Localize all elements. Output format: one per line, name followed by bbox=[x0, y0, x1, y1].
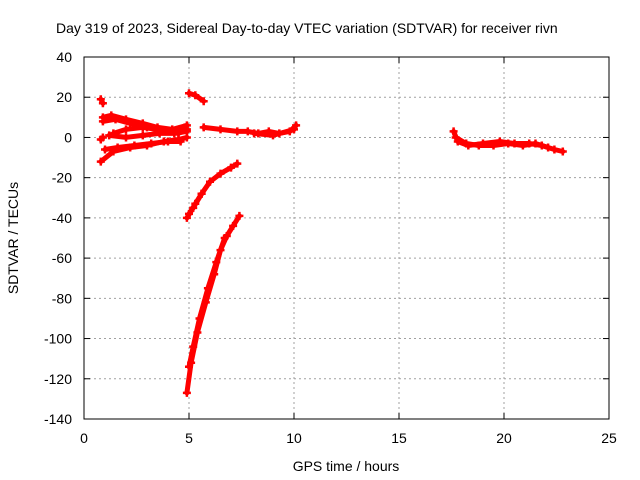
plot-frame bbox=[83, 56, 610, 420]
data-point bbox=[113, 143, 122, 152]
data-point bbox=[126, 119, 135, 128]
x-tick-label: 20 bbox=[496, 430, 512, 446]
y-tick-label: -100 bbox=[44, 331, 72, 347]
x-tick-label: 15 bbox=[391, 430, 407, 446]
data-point bbox=[191, 91, 200, 100]
data-point bbox=[147, 139, 156, 148]
y-tick-label: -80 bbox=[52, 290, 72, 306]
data-series bbox=[96, 89, 567, 397]
y-tick-label: -60 bbox=[52, 250, 72, 266]
data-point bbox=[176, 137, 185, 146]
y-tick-label: 40 bbox=[56, 49, 72, 65]
series-14 bbox=[182, 211, 244, 397]
y-tick-label: -120 bbox=[44, 371, 72, 387]
x-tick-label: 0 bbox=[80, 430, 88, 446]
data-point bbox=[544, 143, 553, 152]
series-1 bbox=[96, 95, 107, 108]
grid-lines bbox=[84, 57, 609, 419]
y-tick-label: -40 bbox=[52, 210, 72, 226]
data-point bbox=[229, 221, 238, 230]
data-point bbox=[220, 234, 229, 242]
data-point bbox=[203, 284, 212, 293]
series-8 bbox=[101, 137, 185, 154]
series-17 bbox=[451, 133, 553, 152]
axis-ticks bbox=[83, 56, 610, 420]
data-point bbox=[462, 139, 471, 148]
chart-title: Day 319 of 2023, Sidereal Day-to-day VTE… bbox=[56, 20, 558, 36]
data-point bbox=[206, 177, 214, 186]
data-point bbox=[531, 139, 540, 148]
data-point bbox=[474, 141, 483, 150]
data-point bbox=[111, 115, 120, 124]
data-point bbox=[185, 209, 193, 218]
data-point bbox=[182, 388, 191, 397]
y-tick-labels: -140 -120 -100 -80 -60 -40 -20 0 20 40 bbox=[44, 49, 72, 427]
data-point bbox=[451, 133, 460, 142]
data-point bbox=[197, 189, 206, 198]
data-point bbox=[558, 147, 567, 156]
data-point bbox=[235, 211, 244, 220]
data-point bbox=[101, 145, 109, 154]
data-point bbox=[243, 127, 252, 136]
data-point bbox=[518, 141, 527, 150]
series-11 bbox=[250, 125, 298, 140]
data-point bbox=[216, 169, 225, 178]
y-axis-title: SDTVAR / TECUs bbox=[5, 182, 21, 294]
data-point bbox=[98, 117, 107, 126]
data-point bbox=[98, 133, 107, 142]
data-point bbox=[250, 129, 259, 138]
series-13 bbox=[185, 189, 206, 218]
data-point bbox=[216, 125, 225, 134]
data-point bbox=[227, 163, 235, 172]
data-point bbox=[170, 129, 179, 138]
series-15 bbox=[185, 234, 229, 371]
data-point bbox=[195, 314, 204, 323]
x-tick-labels: 0 5 10 15 20 25 bbox=[80, 430, 617, 446]
data-point bbox=[233, 159, 242, 168]
data-point bbox=[233, 127, 242, 136]
data-point bbox=[105, 131, 114, 140]
series-line bbox=[184, 213, 242, 396]
data-point bbox=[130, 141, 139, 150]
y-tick-label: -20 bbox=[52, 170, 72, 186]
y-tick-label: 0 bbox=[64, 129, 72, 145]
data-point bbox=[122, 125, 130, 134]
data-point bbox=[449, 127, 458, 136]
data-point bbox=[98, 99, 107, 108]
data-point bbox=[185, 362, 193, 371]
x-tick-label: 5 bbox=[185, 430, 193, 446]
data-point bbox=[164, 137, 172, 146]
data-point bbox=[550, 145, 559, 154]
data-point bbox=[191, 199, 200, 208]
data-point bbox=[138, 123, 147, 132]
data-point bbox=[199, 123, 208, 132]
x-axis-title: GPS time / hours bbox=[293, 458, 400, 474]
data-point bbox=[155, 129, 164, 138]
data-point bbox=[182, 133, 191, 142]
x-tick-label: 25 bbox=[601, 430, 617, 446]
y-tick-label: -140 bbox=[44, 411, 72, 427]
x-tick-label: 10 bbox=[286, 430, 302, 446]
data-point bbox=[96, 95, 105, 104]
data-point bbox=[185, 89, 193, 98]
series-6 bbox=[96, 133, 107, 144]
series-9 bbox=[185, 89, 208, 106]
data-point bbox=[199, 97, 208, 106]
data-point bbox=[212, 258, 221, 267]
data-point bbox=[96, 157, 105, 166]
data-point bbox=[489, 141, 498, 150]
data-point bbox=[189, 342, 198, 351]
data-point bbox=[504, 139, 513, 148]
data-point bbox=[138, 131, 147, 140]
data-point bbox=[269, 131, 277, 140]
data-point bbox=[290, 125, 298, 134]
y-tick-label: 20 bbox=[56, 89, 72, 105]
data-point bbox=[122, 133, 130, 142]
